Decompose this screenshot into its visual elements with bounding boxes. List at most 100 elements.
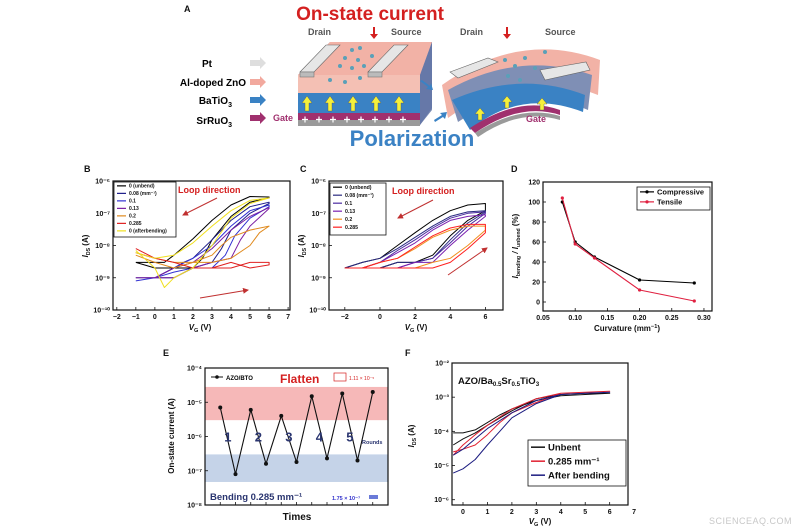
data-point bbox=[692, 299, 696, 303]
label-part: V bbox=[189, 323, 195, 332]
loop-direction-arrow-icon bbox=[397, 199, 434, 219]
polarization-label: Polarization bbox=[350, 126, 475, 151]
y-tick-label: 10⁻⁵ bbox=[434, 463, 449, 470]
title-part: 0.5 bbox=[493, 381, 502, 388]
x-tick-label: 0 bbox=[378, 314, 382, 321]
legend-entry: 0.285 bbox=[345, 225, 358, 231]
data-point bbox=[218, 405, 223, 410]
plot-frame bbox=[451, 362, 629, 506]
data-point bbox=[325, 456, 329, 461]
label-part: I bbox=[511, 275, 520, 278]
label-part: DS bbox=[412, 437, 418, 445]
bending-value: 1.75 × 10⁻⁷ bbox=[332, 496, 361, 502]
panel-label-d: D bbox=[511, 164, 518, 174]
data-point bbox=[370, 389, 375, 394]
x-tick-label: 2 bbox=[191, 314, 195, 321]
data-point bbox=[592, 256, 597, 260]
on-state-current-title: On-state current bbox=[296, 4, 444, 25]
gate-label-flat: Gate bbox=[273, 113, 293, 123]
data-point bbox=[248, 407, 253, 412]
label-part: G bbox=[410, 328, 414, 334]
series-line-5 bbox=[344, 223, 486, 269]
data-point bbox=[340, 391, 345, 396]
data-point bbox=[692, 281, 696, 285]
label-part: (V) bbox=[198, 323, 211, 332]
bending-boxplot-icon bbox=[369, 495, 378, 499]
plot-frame bbox=[204, 367, 389, 506]
x-tick-label: 4 bbox=[448, 314, 452, 321]
series-line-5 bbox=[135, 248, 270, 269]
legend-entry: 0.285 bbox=[129, 221, 142, 227]
series-line-1 bbox=[344, 210, 486, 269]
label-part: (%) bbox=[511, 213, 520, 228]
y-tick-label: 10⁻² bbox=[435, 361, 449, 368]
y-tick-label: 10⁻³ bbox=[435, 395, 449, 402]
label-part: (V) bbox=[538, 517, 551, 526]
chart-c: −2 0 2 4 6 10⁻¹⁰ 10⁻⁹ 10⁻⁸ 10⁻⁷ 10⁻⁶ VG (V) IDS (A)… bbox=[297, 179, 504, 334]
y-tick-label: 10⁻⁶ bbox=[311, 179, 326, 186]
panel-label-f: F bbox=[405, 348, 411, 358]
loop-direction-arrow-icon bbox=[182, 197, 218, 216]
data-point bbox=[573, 242, 577, 246]
y-tick-label: 10⁻¹⁰ bbox=[93, 307, 110, 315]
layer-label-bto: BaTiO3 bbox=[199, 96, 232, 109]
y-tick-label: 20 bbox=[532, 280, 540, 287]
legend-box bbox=[113, 181, 177, 238]
label-part: (A) bbox=[407, 424, 416, 438]
series-line-2 bbox=[135, 204, 270, 282]
label-part: Curvature (mm bbox=[594, 324, 651, 333]
legend-entry: 0.13 bbox=[345, 209, 355, 215]
y-tick-label: 10⁻⁷ bbox=[188, 468, 202, 475]
legend-entry: 0.13 bbox=[129, 206, 139, 212]
polarization-arrow-icon-lower bbox=[434, 112, 447, 122]
y-tick-label: 40 bbox=[532, 260, 540, 267]
x-tick-label: 2 bbox=[413, 314, 417, 321]
layer-label-azo: Al-doped ZnO bbox=[180, 78, 246, 89]
source-label-bent: Source bbox=[545, 27, 576, 37]
y-tick-label: 80 bbox=[532, 220, 540, 227]
plot-frame bbox=[112, 180, 291, 311]
x-tick-label: 6 bbox=[608, 509, 612, 516]
azo-arrow-icon bbox=[250, 76, 266, 88]
watermark: SCIENCEAQ.COM bbox=[709, 516, 792, 526]
series-line-1 bbox=[452, 390, 611, 456]
series-group bbox=[560, 196, 696, 303]
legend-marker bbox=[645, 200, 649, 204]
data-point bbox=[637, 278, 642, 282]
data-point bbox=[233, 472, 238, 477]
y-tick-label: 10⁻⁹ bbox=[95, 275, 110, 282]
panel-label-a: A bbox=[184, 4, 191, 14]
chart-e: 10⁻⁸ 10⁻⁷ 10⁻⁶ 10⁻⁵ 10⁻⁴ Times On-state curren… bbox=[167, 366, 389, 523]
y-tick-label: 10⁻⁸ bbox=[311, 243, 326, 250]
x-tick-label: 6 bbox=[267, 314, 271, 321]
legend-entry: Tensile bbox=[657, 198, 682, 207]
drain-label-flat: Drain bbox=[308, 27, 331, 37]
x-axis-label: VG (V) bbox=[189, 323, 212, 334]
x-tick-label: 3 bbox=[210, 314, 214, 321]
x-tick-label: 4 bbox=[229, 314, 233, 321]
x-axis-label: VG (V) bbox=[405, 323, 428, 334]
title-part: 0.5 bbox=[511, 381, 520, 388]
legend-entry: 0.08 (mm⁻¹) bbox=[129, 191, 157, 197]
series-line-6 bbox=[135, 197, 270, 288]
loop-direction-arrow-icon bbox=[447, 247, 488, 276]
label-part: I bbox=[297, 254, 306, 257]
legend-entry: 0 (unbend) bbox=[345, 185, 372, 191]
x-tick-label: 3 bbox=[534, 509, 538, 516]
x-tick-label: 1 bbox=[172, 314, 176, 321]
y-tick-label: 10⁻¹⁰ bbox=[309, 307, 326, 315]
loop-direction-arrow-icon bbox=[199, 287, 249, 299]
x-axis-label: Curvature (mm−1) bbox=[594, 324, 660, 333]
title-part: TiO bbox=[520, 376, 536, 387]
loop-direction-label: Loop direction bbox=[392, 186, 455, 196]
series-line-2 bbox=[452, 391, 611, 474]
y-tick-label: 0 bbox=[536, 300, 540, 307]
legend-entry: 0.285 mm⁻¹ bbox=[548, 457, 600, 468]
label-part: unbend bbox=[516, 228, 522, 247]
layer-arrows bbox=[250, 57, 266, 124]
title-part: 3 bbox=[536, 381, 540, 388]
flatten-boxplot-icon bbox=[333, 372, 347, 382]
x-tick-label: 2 bbox=[510, 509, 514, 516]
